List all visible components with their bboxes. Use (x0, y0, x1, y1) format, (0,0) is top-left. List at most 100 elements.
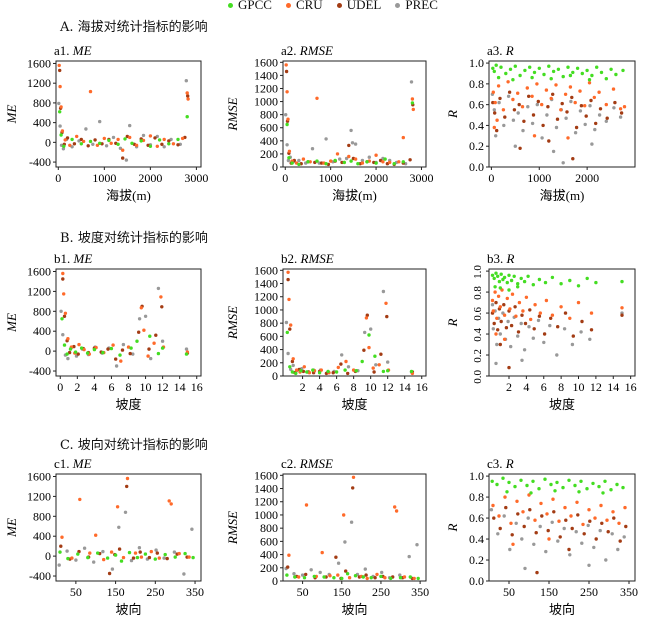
point-prec (349, 520, 354, 524)
point-prec (494, 134, 498, 138)
y-tick-label: 0 (272, 369, 278, 383)
y-tick-label: 0.4 (469, 532, 484, 546)
point-udel (153, 136, 157, 140)
point-udel (624, 524, 628, 529)
point-udel (372, 370, 376, 374)
point-udel (498, 342, 502, 347)
point-prec (562, 526, 566, 531)
point-udel (131, 556, 136, 560)
point-gpcc (148, 144, 153, 148)
y-tick-label: 400 (260, 134, 278, 148)
point-udel (364, 573, 368, 577)
point-prec (409, 80, 414, 84)
panel-title-c3: c3. R (487, 456, 514, 471)
point-prec (561, 161, 565, 165)
point-gpcc (513, 64, 517, 68)
point-udel (567, 547, 571, 552)
point-prec (338, 157, 342, 161)
point-prec (143, 314, 148, 318)
point-cru (134, 143, 139, 147)
point-cru (599, 503, 603, 508)
point-prec (564, 116, 568, 120)
y-tick-label: 400 (33, 116, 51, 130)
point-cru (102, 136, 107, 141)
point-udel (379, 352, 383, 356)
y-tick-label: 0.0 (469, 160, 484, 174)
point-cru (551, 497, 555, 501)
point-gpcc (505, 280, 509, 285)
y-tick-label: 400 (260, 343, 278, 357)
point-cru (622, 105, 627, 109)
point-cru (496, 294, 501, 298)
point-udel (362, 348, 366, 352)
point-udel (546, 105, 550, 109)
point-udel (138, 550, 142, 554)
y-axis-label-b3: R (445, 318, 460, 327)
point-gpcc (508, 67, 513, 72)
point-gpcc (522, 279, 527, 284)
panel-title-c2: c2. RMSE (281, 456, 333, 471)
point-udel (385, 314, 389, 319)
y-tick-label: 400 (33, 529, 51, 543)
x-tick-label: 2 (74, 380, 80, 394)
plot-frame-a1 (55, 60, 202, 168)
point-cru (516, 91, 520, 95)
point-gpcc (609, 488, 613, 492)
y-tick-label: 1600 (27, 264, 51, 278)
point-prec (497, 100, 501, 105)
point-cru (152, 341, 156, 345)
point-prec (587, 563, 591, 567)
point-udel (555, 117, 560, 121)
point-gpcc (577, 490, 581, 494)
point-cru (347, 154, 351, 159)
point-gpcc (559, 282, 563, 286)
point-udel (598, 107, 603, 111)
x-tick-label: 6 (334, 380, 340, 394)
point-udel (528, 308, 532, 312)
point-udel (498, 526, 502, 531)
point-prec (350, 141, 355, 145)
point-gpcc (129, 346, 133, 350)
point-udel (147, 347, 151, 351)
plot-frame-c2 (282, 473, 427, 582)
point-prec (569, 99, 573, 104)
point-cru (121, 555, 126, 560)
point-gpcc (118, 353, 122, 357)
point-prec (141, 133, 146, 138)
point-gpcc (290, 161, 294, 165)
panel-title-prefix: a3. (487, 43, 506, 58)
point-udel (339, 362, 343, 366)
point-gpcc (130, 141, 134, 145)
point-cru (411, 107, 415, 112)
point-gpcc (76, 552, 80, 556)
point-prec (309, 568, 313, 572)
point-gpcc (367, 333, 371, 337)
y-tick-label: 800 (260, 521, 278, 535)
point-gpcc (591, 481, 595, 486)
point-gpcc (621, 485, 625, 490)
point-gpcc (148, 334, 152, 338)
point-gpcc (302, 576, 307, 580)
point-gpcc (494, 63, 498, 67)
point-udel (125, 484, 129, 489)
y-tick-label: 0 (272, 160, 278, 174)
point-gpcc (85, 351, 90, 355)
x-axis-label-b2: 坡度 (341, 397, 367, 412)
point-prec (521, 128, 525, 133)
point-cru (597, 90, 601, 94)
point-prec (156, 286, 161, 291)
point-prec (289, 367, 293, 372)
point-cru (328, 574, 332, 578)
point-udel (541, 123, 545, 128)
point-cru (402, 575, 407, 579)
point-prec (344, 156, 349, 161)
point-cru (581, 522, 585, 527)
point-prec (573, 131, 578, 135)
y-tick-label: 600 (260, 534, 278, 548)
point-udel (510, 533, 514, 537)
x-axis-label-b1: 坡度 (115, 397, 141, 412)
point-cru (520, 105, 525, 109)
point-gpcc (531, 283, 535, 287)
y-tick-label: 1600 (254, 263, 278, 277)
y-tick-label: 0.8 (469, 490, 484, 504)
